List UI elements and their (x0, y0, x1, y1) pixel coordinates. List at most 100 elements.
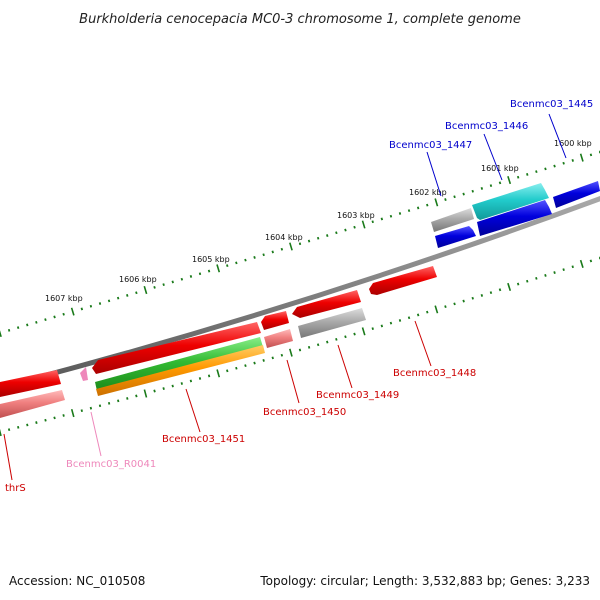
outer-ring-minor-tick (444, 198, 447, 201)
inner-ring-minor-tick (426, 310, 429, 314)
gene-bcenmc03-1446-cds[interactable] (477, 200, 552, 236)
inner-ring-minor-tick (189, 379, 193, 383)
outer-ring-major-tick (216, 264, 221, 273)
inner-ring-minor-tick (180, 382, 183, 385)
outer-ring-minor-tick (535, 170, 538, 174)
inner-ring-minor-tick (207, 374, 211, 378)
gene-label-bcenmc03-1449[interactable]: Bcenmc03_1449 (316, 390, 399, 401)
outer-ring-minor-tick (316, 236, 320, 240)
inner-ring-major-tick (70, 408, 75, 418)
gene-label-bcenmc03-1450[interactable]: Bcenmc03_1450 (263, 407, 346, 418)
outer-ring-minor-tick (53, 315, 56, 319)
inner-ring-minor-tick (198, 377, 202, 380)
outer-ring-minor-tick (180, 277, 184, 281)
outer-ring-minor-tick (453, 195, 456, 199)
outer-ring-major-tick (289, 242, 293, 251)
outer-ring-minor-tick (80, 307, 84, 311)
inner-ring-minor-tick (271, 356, 274, 360)
inner-ring-minor-tick (171, 384, 174, 388)
inner-ring-major-tick (434, 305, 439, 314)
leader-bcenmc03-1451 (185, 388, 201, 433)
gene-thrs-rrna (0, 390, 65, 418)
outer-ring-minor-tick (226, 264, 229, 268)
leader-bcenmc03-r0041 (90, 411, 102, 457)
inner-ring-minor-tick (117, 399, 120, 403)
leader-bcenmc03-1450 (286, 359, 300, 404)
outer-ring-minor-tick (353, 225, 356, 229)
outer-ring-minor-tick (207, 269, 211, 273)
outer-ring-minor-tick (271, 250, 274, 254)
inner-ring-minor-tick (44, 418, 47, 422)
inner-ring-major-tick (507, 282, 512, 292)
kbp-label-1601: 1601 kbp (481, 164, 519, 173)
inner-ring-major-tick (0, 428, 2, 437)
gene-bcenmc03-1451-green-feature (95, 337, 263, 391)
inner-ring-major-tick (361, 327, 366, 336)
inner-ring-major-tick (143, 389, 148, 398)
outer-ring-minor-tick (280, 247, 284, 251)
kbp-label-1602: 1602 kbp (409, 188, 447, 197)
outer-ring-minor-tick (498, 181, 502, 185)
gene-bcenmc03-1449-cds[interactable] (292, 290, 361, 318)
inner-ring-minor-tick (126, 397, 129, 400)
gene-label-bcenmc03-r0041[interactable]: Bcenmc03_R0041 (66, 459, 156, 470)
inner-ring-minor-tick (62, 414, 65, 417)
inner-ring-minor-tick (35, 421, 38, 425)
map-title: Burkholderia cenocepacia MC0-3 chromosom… (79, 12, 521, 27)
outer-ring-minor-tick (135, 291, 138, 295)
inner-ring-major-tick (579, 259, 584, 268)
kbp-label-1606: 1606 kbp (119, 275, 157, 284)
gene-bcenmc03-1447-cds[interactable] (435, 226, 476, 248)
outer-ring-minor-tick (162, 283, 165, 287)
outer-tick-ring (0, 150, 600, 338)
inner-ring-minor-tick (335, 337, 338, 341)
inner-ring-minor-tick (416, 313, 420, 317)
gene-label-thrs[interactable]: thrS (5, 483, 26, 494)
outer-ring-minor-tick (426, 203, 429, 207)
outer-ring-minor-tick (116, 296, 120, 300)
outer-ring-minor-tick (89, 304, 93, 308)
inner-ring-minor-tick (307, 345, 311, 349)
gene-label-bcenmc03-1445[interactable]: Bcenmc03_1445 (510, 99, 593, 110)
inner-ring-minor-tick (89, 406, 93, 410)
outer-ring-minor-tick (35, 320, 38, 324)
outer-ring-minor-tick (489, 184, 493, 188)
outer-ring-minor-tick (416, 206, 420, 210)
gene-bcenmc03-r0041-feature[interactable] (80, 367, 88, 381)
inner-ring-minor-tick (326, 340, 329, 344)
leader-bcenmc03-1447 (426, 151, 442, 197)
inner-ring-minor-tick (298, 348, 302, 352)
outer-ring-minor-tick (262, 253, 265, 257)
inner-ring-major-tick (216, 369, 221, 378)
outer-ring-minor-tick (516, 175, 520, 179)
inner-ring-minor-tick (98, 404, 102, 408)
gene-bcenmc03-1451-orange-feature (96, 345, 265, 396)
outer-ring-minor-tick (253, 256, 256, 259)
gene-bcenmc03-1448-cds[interactable] (369, 266, 437, 295)
gene-bcenmc03-1445-feature[interactable] (553, 181, 600, 208)
outer-ring-minor-tick (371, 220, 374, 224)
inner-ring-minor-tick (80, 409, 83, 413)
gene-bcenmc03-1450-rrna (264, 329, 293, 348)
outer-ring-minor-tick (480, 187, 484, 190)
gene-thrs-cds[interactable] (0, 370, 61, 397)
leader-thrs (3, 433, 13, 481)
gene-label-bcenmc03-1448[interactable]: Bcenmc03_1448 (393, 368, 476, 379)
inner-ring-minor-tick (162, 387, 165, 390)
outer-ring-minor-tick (544, 167, 547, 171)
outer-ring-major-tick (361, 220, 366, 229)
gene-bcenmc03-1446-feature (472, 183, 549, 220)
outer-ring-minor-tick (298, 242, 302, 246)
gene-bcenmc03-1451-cds[interactable] (92, 322, 261, 374)
inner-ring-minor-tick (471, 296, 474, 300)
gene-bcenmc03-1450-cds[interactable] (261, 311, 289, 330)
gene-label-bcenmc03-1447[interactable]: Bcenmc03_1447 (389, 140, 472, 151)
gene-label-bcenmc03-1451[interactable]: Bcenmc03_1451 (162, 434, 245, 445)
gene-label-bcenmc03-1446[interactable]: Bcenmc03_1446 (445, 121, 528, 132)
outer-ring-minor-tick (398, 212, 402, 215)
inner-ring-minor-tick (17, 425, 20, 429)
inner-ring-minor-tick (253, 361, 256, 365)
outer-ring-minor-tick (307, 239, 311, 243)
